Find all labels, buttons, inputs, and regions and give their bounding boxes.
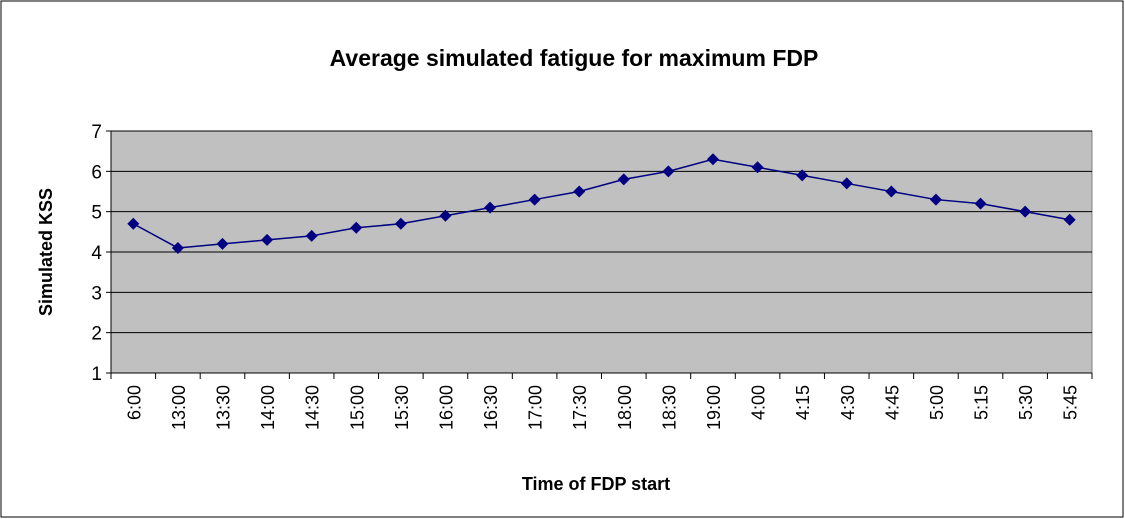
data-point <box>305 229 318 242</box>
data-point <box>929 193 942 206</box>
data-point <box>127 217 140 230</box>
x-tick-label: 5:30 <box>1016 385 1036 420</box>
y-tick-label: 2 <box>91 324 102 345</box>
data-point <box>617 173 630 186</box>
x-tick-label: 5:15 <box>972 385 992 420</box>
x-tick-label: 4:15 <box>793 385 813 420</box>
x-tick-label: 13:30 <box>213 385 233 430</box>
x-tick-label: 17:00 <box>526 385 546 430</box>
data-point <box>528 193 541 206</box>
x-tick-label: 16:30 <box>481 385 501 430</box>
y-tick-label: 1 <box>91 364 102 385</box>
x-tick-label: 6:00 <box>124 385 144 420</box>
data-point <box>394 217 407 230</box>
data-point <box>350 221 363 234</box>
x-tick-label: 18:00 <box>615 385 635 430</box>
x-tick-label: 4:30 <box>838 385 858 420</box>
x-tick-label: 4:45 <box>882 385 902 420</box>
data-point <box>573 185 586 198</box>
data-point <box>484 201 497 214</box>
x-tick-label: 13:00 <box>169 385 189 430</box>
chart-title: Average simulated fatigue for maximum FD… <box>330 45 819 71</box>
data-point <box>706 153 719 166</box>
data-point <box>662 165 675 178</box>
data-point <box>796 169 809 182</box>
data-point <box>885 185 898 198</box>
x-tick-label: 4:00 <box>749 385 769 420</box>
x-tick-label: 17:30 <box>570 385 590 430</box>
data-point <box>1019 205 1032 218</box>
y-tick-label: 3 <box>91 283 102 304</box>
x-tick-label: 14:00 <box>258 385 278 430</box>
data-line <box>132 158 1070 249</box>
data-point <box>974 197 987 210</box>
data-point <box>261 233 274 246</box>
data-point <box>216 237 229 250</box>
y-tick-label: 4 <box>91 243 102 264</box>
y-tick-label: 7 <box>91 122 102 143</box>
x-tick-label: 18:30 <box>659 385 679 430</box>
data-point <box>439 209 452 222</box>
x-axis-title: Time of FDP start <box>522 474 670 494</box>
x-tick-label: 15:30 <box>392 385 412 430</box>
x-tick-label: 5:00 <box>927 385 947 420</box>
data-point <box>1063 213 1076 226</box>
y-axis-title: Simulated KSS <box>36 188 56 316</box>
x-tick-label: 5:45 <box>1061 385 1081 420</box>
x-tick-label: 15:00 <box>347 385 367 430</box>
y-tick-label: 5 <box>91 203 102 224</box>
data-point <box>751 161 764 174</box>
data-point <box>171 241 184 254</box>
x-tick-label: 14:30 <box>303 385 323 430</box>
x-tick-label: 16:00 <box>436 385 456 430</box>
y-tick-label: 6 <box>91 162 102 183</box>
x-tick-label: 19:00 <box>704 385 724 430</box>
data-point <box>840 177 853 190</box>
